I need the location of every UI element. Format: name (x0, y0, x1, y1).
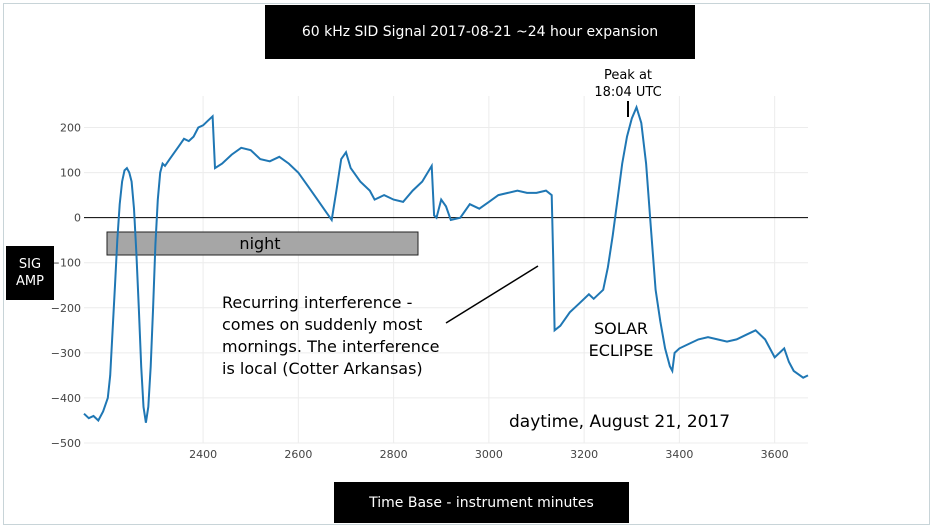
x-tick-label: 3600 (761, 448, 789, 461)
night-label: night (239, 234, 280, 253)
daytime-annotation: daytime, August 21, 2017 (509, 412, 730, 432)
signal-line (83, 104, 809, 423)
axis-ticks: −500 −400 −300 −200 −100 0 100 200 2400 2600 2800 3… (51, 122, 789, 461)
x-axis-label: Time Base - instrument minutes (334, 482, 629, 523)
peak-annotation: Peak at 18:04 UTC (594, 68, 661, 100)
y-tick-label: 0 (74, 212, 81, 225)
y-axis-label: SIG AMP (6, 246, 54, 300)
y-tick-label: 200 (60, 122, 81, 135)
night-bar (106, 231, 419, 256)
x-tick-label: 2600 (284, 448, 312, 461)
x-tick-label: 3200 (570, 448, 598, 461)
y-tick-label: −200 (51, 302, 81, 315)
x-tick-label: 2400 (189, 448, 217, 461)
x-tick-label: 2800 (380, 448, 408, 461)
interference-pointer-line (445, 265, 539, 324)
x-tick-label: 3400 (665, 448, 693, 461)
chart-title: 60 kHz SID Signal 2017-08-21 ~24 hour ex… (265, 5, 695, 59)
y-tick-label: 100 (60, 167, 81, 180)
grid-lines (84, 96, 808, 444)
y-tick-label: −300 (51, 347, 81, 360)
eclipse-annotation: SOLAR ECLIPSE (589, 319, 654, 360)
y-tick-label: −400 (51, 392, 81, 405)
y-tick-label: −500 (51, 437, 81, 450)
chart-frame (3, 3, 930, 525)
y-tick-label: −100 (51, 257, 81, 270)
x-tick-label: 3000 (475, 448, 503, 461)
interference-annotation: Recurring interference -comes on suddenl… (222, 293, 440, 378)
